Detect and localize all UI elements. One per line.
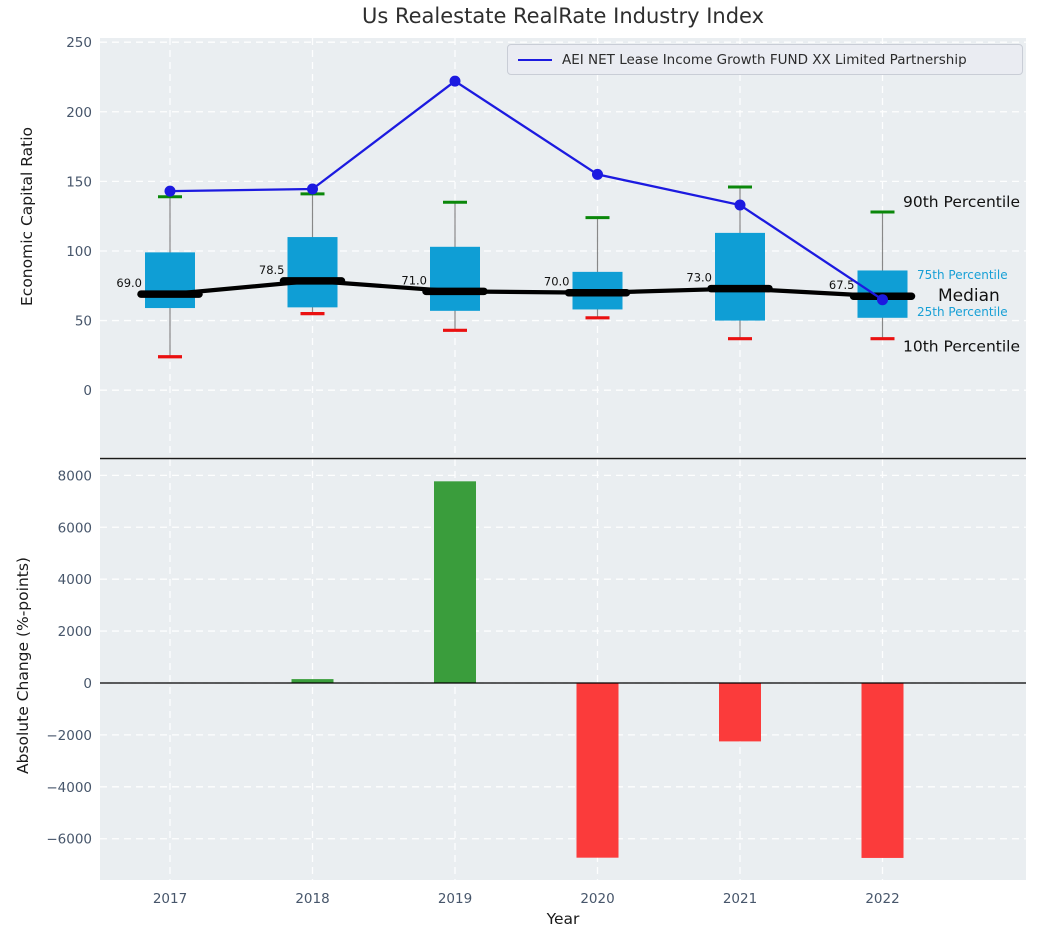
- median-value-label-2020: 70.0: [544, 275, 570, 289]
- annotation-10th-percentile: 10th Percentile: [903, 338, 1020, 356]
- median-value-label-2021: 73.0: [686, 271, 712, 285]
- xtick-label-2021: 2021: [723, 891, 757, 907]
- fund-point-2021: [735, 200, 746, 211]
- figure: 69.0 78.5 71.0 70.0 73.0 67.5 90th Percentile 7…: [0, 0, 1039, 942]
- legend-label: AEI NET Lease Income Growth FUND XX Limi…: [562, 52, 967, 68]
- box-2018: [288, 237, 338, 307]
- y-axis-label-bottom: Absolute Change (%-points): [14, 557, 32, 774]
- bar-2019: [434, 481, 476, 683]
- bar-2022: [862, 683, 904, 858]
- ytick-label-bottom: −4000: [46, 780, 92, 796]
- median-value-label-2017: 69.0: [116, 276, 142, 290]
- y-axis-label-top: Economic Capital Ratio: [18, 127, 36, 306]
- ytick-label-top: 50: [75, 314, 92, 330]
- box-2021: [715, 233, 765, 321]
- xtick-label-2022: 2022: [865, 891, 899, 907]
- median-value-label-2018: 78.5: [259, 263, 285, 277]
- fund-point-2022: [877, 294, 888, 305]
- median-value-label-2019: 71.0: [401, 273, 427, 287]
- fund-point-2018: [307, 184, 318, 195]
- ytick-label-bottom: 4000: [58, 572, 92, 588]
- xtick-label-2018: 2018: [295, 891, 329, 907]
- xtick-label-2020: 2020: [580, 891, 614, 907]
- ytick-label-bottom: 0: [83, 676, 92, 692]
- bar-2021: [719, 683, 761, 741]
- fund-point-2020: [592, 169, 603, 180]
- box-2017: [145, 252, 195, 308]
- fund-point-2017: [165, 186, 176, 197]
- xtick-label-2019: 2019: [438, 891, 472, 907]
- legend: AEI NET Lease Income Growth FUND XX Limi…: [507, 44, 1023, 75]
- annotation-25th-percentile: 25th Percentile: [917, 305, 1008, 319]
- chart-canvas: 69.0 78.5 71.0 70.0 73.0 67.5 90th Percentile 7…: [0, 0, 1039, 942]
- top-plot-background: [100, 38, 1026, 457]
- legend-line-sample: [518, 59, 552, 61]
- ytick-label-top: 0: [83, 383, 92, 399]
- ytick-label-top: 200: [66, 105, 92, 121]
- fund-point-2019: [450, 76, 461, 87]
- box-2019: [430, 247, 480, 311]
- ytick-label-top: 150: [66, 174, 92, 190]
- ytick-label-top: 250: [66, 35, 92, 51]
- annotation-90th-percentile: 90th Percentile: [903, 193, 1020, 211]
- chart-title: Us Realestate RealRate Industry Index: [100, 4, 1026, 28]
- bar-2020: [577, 683, 619, 858]
- ytick-label-bottom: 2000: [58, 624, 92, 640]
- xtick-label-2017: 2017: [153, 891, 187, 907]
- ytick-label-bottom: −6000: [46, 832, 92, 848]
- ytick-label-bottom: 6000: [58, 520, 92, 536]
- annotation-median: Median: [938, 286, 1000, 306]
- median-value-label-2022: 67.5: [829, 278, 855, 292]
- ytick-label-top: 100: [66, 244, 92, 260]
- x-axis-label: Year: [100, 910, 1026, 928]
- annotation-75th-percentile: 75th Percentile: [917, 268, 1008, 282]
- ytick-label-bottom: 8000: [58, 468, 92, 484]
- ytick-label-bottom: −2000: [46, 728, 92, 744]
